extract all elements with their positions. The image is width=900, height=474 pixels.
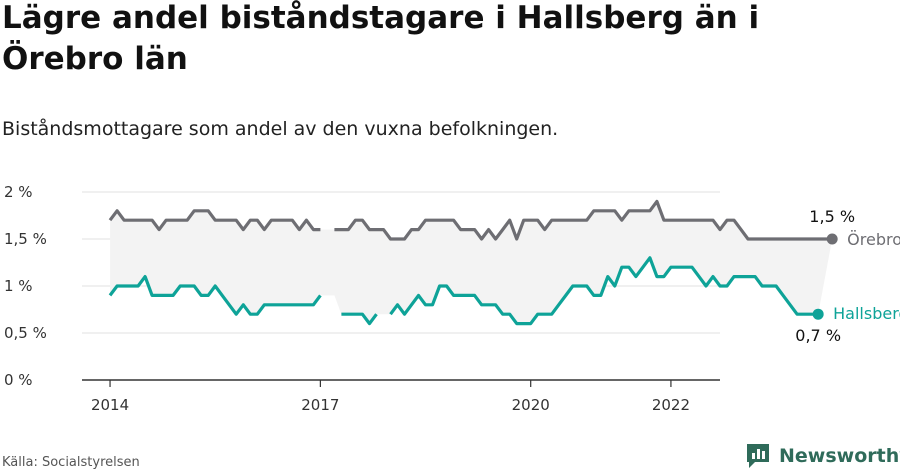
series-line <box>108 256 819 326</box>
brand-logo[interactable]: Newsworthy <box>745 442 900 470</box>
x-tick-label: 2020 <box>512 396 550 414</box>
y-tick-label: 0,5 % <box>4 324 47 342</box>
x-tick-label: 2022 <box>652 396 690 414</box>
chart-title: Lägre andel biståndstagare i Hallsberg ä… <box>2 0 760 77</box>
range-band <box>110 201 833 324</box>
end-value-label: 1,5 % <box>809 207 855 226</box>
y-tick-label: 0 % <box>4 371 33 389</box>
brand-name: Newsworthy <box>779 445 900 467</box>
x-tick-label: 2017 <box>301 396 339 414</box>
x-tick-label: 2014 <box>91 396 129 414</box>
source-note: Källa: Socialstyrelsen <box>2 455 140 470</box>
newsworthy-logo-icon <box>747 444 769 468</box>
end-labels: Örebro län Hallsbergs kommun 1,5 % 0,7 % <box>795 207 900 345</box>
y-tick-label: 2 % <box>4 183 33 201</box>
series-lines <box>108 199 833 326</box>
y-tick-label: 1 % <box>4 277 33 295</box>
range-band-area <box>110 201 833 324</box>
axes: 0 % 0,5 % 1 % 1,5 % 2 % 2014 2017 2020 2022 <box>4 183 720 414</box>
end-value-label: 0,7 % <box>795 326 841 345</box>
series-name-label: Örebro län <box>847 230 900 249</box>
series-line <box>108 199 833 241</box>
y-tick-label: 1,5 % <box>4 230 47 248</box>
series-end-point <box>812 308 824 320</box>
chart-subtitle: Biståndsmottagare som andel av den vuxna… <box>2 118 559 140</box>
series-name-label: Hallsbergs kommun <box>833 304 900 323</box>
series-end-point <box>826 233 838 245</box>
